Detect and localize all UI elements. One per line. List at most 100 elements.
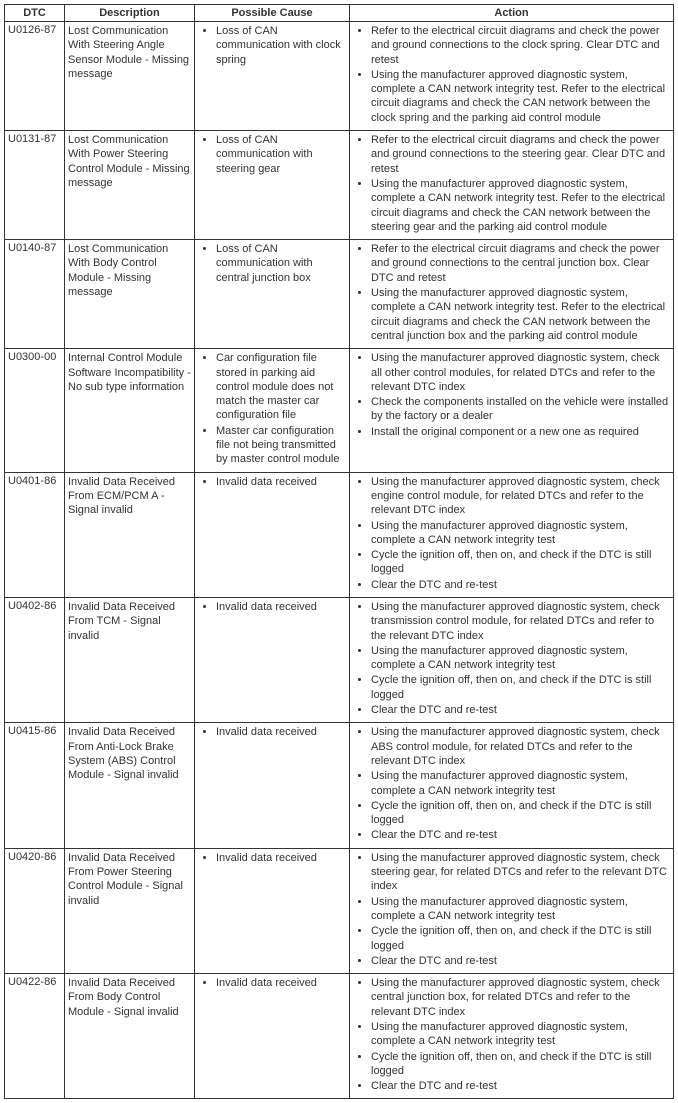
list-item: Loss of CAN communication with clock spr… xyxy=(216,24,346,67)
dtc-description: Invalid Data Received From TCM - Signal … xyxy=(65,597,195,722)
table-row: U0420-86Invalid Data Received From Power… xyxy=(5,848,674,973)
dtc-description: Invalid Data Received From Power Steerin… xyxy=(65,848,195,973)
dtc-description: Invalid Data Received From Anti-Lock Bra… xyxy=(65,723,195,848)
action-list: Refer to the electrical circuit diagrams… xyxy=(353,133,670,234)
possible-cause-cell: Invalid data received xyxy=(195,848,350,973)
list-item: Using the manufacturer approved diagnost… xyxy=(371,286,670,343)
list-item: Clear the DTC and re-test xyxy=(371,703,670,717)
dtc-description: Lost Communication With Power Steering C… xyxy=(65,131,195,240)
action-cell: Refer to the electrical circuit diagrams… xyxy=(350,240,674,349)
action-cell: Using the manufacturer approved diagnost… xyxy=(350,597,674,722)
table-row: U0140-87Lost Communication With Body Con… xyxy=(5,240,674,349)
list-item: Using the manufacturer approved diagnost… xyxy=(371,644,670,673)
list-item: Using the manufacturer approved diagnost… xyxy=(371,519,670,548)
list-item: Cycle the ignition off, then on, and che… xyxy=(371,548,670,577)
action-cell: Using the manufacturer approved diagnost… xyxy=(350,848,674,973)
action-list: Using the manufacturer approved diagnost… xyxy=(353,851,670,968)
possible-cause-list: Invalid data received xyxy=(198,976,346,990)
dtc-description: Invalid Data Received From ECM/PCM A - S… xyxy=(65,472,195,597)
action-list: Using the manufacturer approved diagnost… xyxy=(353,351,670,439)
list-item: Clear the DTC and re-test xyxy=(371,828,670,842)
col-header-action: Action xyxy=(350,5,674,22)
list-item: Using the manufacturer approved diagnost… xyxy=(371,600,670,643)
list-item: Using the manufacturer approved diagnost… xyxy=(371,851,670,894)
action-list: Refer to the electrical circuit diagrams… xyxy=(353,24,670,125)
list-item: Cycle the ignition off, then on, and che… xyxy=(371,1050,670,1079)
list-item: Using the manufacturer approved diagnost… xyxy=(371,68,670,125)
table-row: U0131-87Lost Communication With Power St… xyxy=(5,131,674,240)
list-item: Cycle the ignition off, then on, and che… xyxy=(371,799,670,828)
possible-cause-cell: Invalid data received xyxy=(195,723,350,848)
dtc-code: U0126-87 xyxy=(5,22,65,131)
list-item: Invalid data received xyxy=(216,600,346,614)
possible-cause-cell: Invalid data received xyxy=(195,472,350,597)
table-row: U0300-00Internal Control Module Software… xyxy=(5,349,674,472)
dtc-description: Lost Communication With Body Control Mod… xyxy=(65,240,195,349)
list-item: Check the components installed on the ve… xyxy=(371,395,670,424)
list-item: Using the manufacturer approved diagnost… xyxy=(371,351,670,394)
dtc-code: U0131-87 xyxy=(5,131,65,240)
possible-cause-cell: Loss of CAN communication with steering … xyxy=(195,131,350,240)
table-header-row: DTC Description Possible Cause Action xyxy=(5,5,674,22)
possible-cause-cell: Invalid data received xyxy=(195,974,350,1099)
list-item: Master car configuration file not being … xyxy=(216,424,346,467)
col-header-dtc: DTC xyxy=(5,5,65,22)
dtc-code: U0420-86 xyxy=(5,848,65,973)
table-row: U0126-87Lost Communication With Steering… xyxy=(5,22,674,131)
action-cell: Refer to the electrical circuit diagrams… xyxy=(350,131,674,240)
list-item: Loss of CAN communication with central j… xyxy=(216,242,346,285)
list-item: Using the manufacturer approved diagnost… xyxy=(371,769,670,798)
action-cell: Refer to the electrical circuit diagrams… xyxy=(350,22,674,131)
action-cell: Using the manufacturer approved diagnost… xyxy=(350,472,674,597)
action-list: Using the manufacturer approved diagnost… xyxy=(353,475,670,592)
list-item: Using the manufacturer approved diagnost… xyxy=(371,475,670,518)
action-list: Refer to the electrical circuit diagrams… xyxy=(353,242,670,343)
table-row: U0401-86Invalid Data Received From ECM/P… xyxy=(5,472,674,597)
col-header-description: Description xyxy=(65,5,195,22)
list-item: Invalid data received xyxy=(216,851,346,865)
possible-cause-cell: Invalid data received xyxy=(195,597,350,722)
action-list: Using the manufacturer approved diagnost… xyxy=(353,976,670,1093)
list-item: Clear the DTC and re-test xyxy=(371,954,670,968)
list-item: Cycle the ignition off, then on, and che… xyxy=(371,924,670,953)
table-row: U0422-86Invalid Data Received From Body … xyxy=(5,974,674,1099)
list-item: Using the manufacturer approved diagnost… xyxy=(371,1020,670,1049)
list-item: Refer to the electrical circuit diagrams… xyxy=(371,133,670,176)
dtc-code: U0300-00 xyxy=(5,349,65,472)
table-row: U0402-86Invalid Data Received From TCM -… xyxy=(5,597,674,722)
possible-cause-list: Invalid data received xyxy=(198,851,346,865)
dtc-code: U0140-87 xyxy=(5,240,65,349)
action-list: Using the manufacturer approved diagnost… xyxy=(353,600,670,717)
list-item: Clear the DTC and re-test xyxy=(371,578,670,592)
possible-cause-list: Loss of CAN communication with central j… xyxy=(198,242,346,285)
list-item: Clear the DTC and re-test xyxy=(371,1079,670,1093)
list-item: Invalid data received xyxy=(216,725,346,739)
dtc-description: Invalid Data Received From Body Control … xyxy=(65,974,195,1099)
list-item: Refer to the electrical circuit diagrams… xyxy=(371,24,670,67)
list-item: Loss of CAN communication with steering … xyxy=(216,133,346,176)
action-cell: Using the manufacturer approved diagnost… xyxy=(350,349,674,472)
list-item: Using the manufacturer approved diagnost… xyxy=(371,895,670,924)
list-item: Using the manufacturer approved diagnost… xyxy=(371,725,670,768)
possible-cause-list: Loss of CAN communication with clock spr… xyxy=(198,24,346,67)
table-row: U0415-86Invalid Data Received From Anti-… xyxy=(5,723,674,848)
list-item: Invalid data received xyxy=(216,976,346,990)
possible-cause-list: Invalid data received xyxy=(198,725,346,739)
action-list: Using the manufacturer approved diagnost… xyxy=(353,725,670,842)
possible-cause-cell: Loss of CAN communication with central j… xyxy=(195,240,350,349)
dtc-code: U0401-86 xyxy=(5,472,65,597)
possible-cause-list: Loss of CAN communication with steering … xyxy=(198,133,346,176)
possible-cause-list: Car configuration file stored in parking… xyxy=(198,351,346,466)
dtc-code: U0402-86 xyxy=(5,597,65,722)
list-item: Using the manufacturer approved diagnost… xyxy=(371,976,670,1019)
list-item: Cycle the ignition off, then on, and che… xyxy=(371,673,670,702)
list-item: Using the manufacturer approved diagnost… xyxy=(371,177,670,234)
col-header-possible-cause: Possible Cause xyxy=(195,5,350,22)
possible-cause-list: Invalid data received xyxy=(198,600,346,614)
list-item: Invalid data received xyxy=(216,475,346,489)
possible-cause-cell: Car configuration file stored in parking… xyxy=(195,349,350,472)
dtc-code: U0422-86 xyxy=(5,974,65,1099)
list-item: Car configuration file stored in parking… xyxy=(216,351,346,422)
dtc-description: Internal Control Module Software Incompa… xyxy=(65,349,195,472)
action-cell: Using the manufacturer approved diagnost… xyxy=(350,723,674,848)
